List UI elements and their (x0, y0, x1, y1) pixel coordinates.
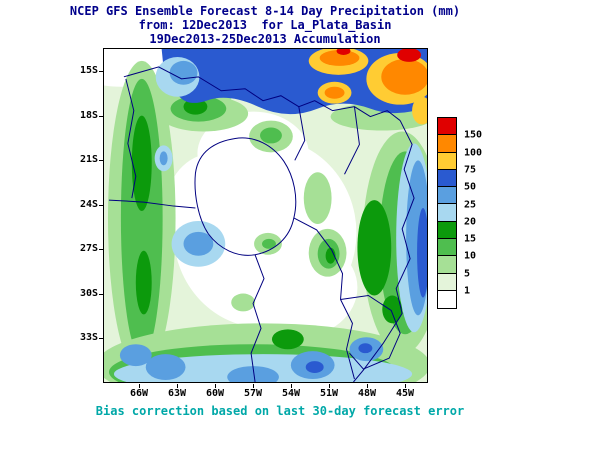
lat-tick-label: 27S (79, 243, 98, 254)
lat-tick (99, 115, 103, 117)
plot-title: NCEP GFS Ensemble Forecast 8-14 Day Prec… (0, 4, 530, 46)
legend-cell (438, 135, 456, 153)
lon-tick (139, 384, 140, 388)
legend-boundary-label: 20 (464, 216, 477, 228)
lat-tick (99, 249, 103, 250)
legend-bar (437, 117, 457, 310)
country-borders (108, 66, 415, 382)
title-line-1: NCEP GFS Ensemble Forecast 8-14 Day Prec… (69, 4, 461, 18)
lat-tick (99, 293, 103, 295)
lon-tick-label: 66W (129, 388, 149, 399)
legend-boundary-label: 10 (464, 250, 477, 262)
legend-boundary-label: 15 (464, 233, 477, 245)
legend-boundary-label: 5 (464, 268, 471, 280)
title-line-2: from: 12Dec2013 for La_Plata_Basin (138, 18, 392, 32)
precipitation-field-svg (104, 49, 427, 382)
lon-tick-label: 51W (319, 388, 339, 399)
lat-tick-label: 18S (79, 109, 98, 121)
lon-tick-label: 54W (281, 388, 301, 399)
title-line-3: 19Dec2013-25Dec2013 Accumulation (149, 32, 381, 46)
map-frame: 15S 18S 21S 24S 27S 30S 33S 66W 63W 60W 57W 54W 51W 4… (80, 48, 428, 399)
precip-legend: 150 100 75 50 25 20 15 10 5 1 (437, 117, 482, 310)
lon-tick-label: 60W (205, 388, 225, 399)
legend-cell (438, 152, 456, 170)
lon-tick (215, 384, 216, 388)
legend-boundary-label: 75 (464, 164, 477, 176)
legend-cell (438, 187, 456, 205)
legend-cell (438, 290, 456, 309)
lat-tick-label: 15S (79, 65, 98, 76)
lat-tick-label: 21S (79, 154, 98, 165)
lat-tick-label: 33S (79, 332, 98, 343)
lat-tick-label: 30S (79, 287, 98, 299)
legend-cell (438, 256, 456, 274)
lon-tick-label: 48W (357, 388, 377, 399)
lon-tick-label: 63W (167, 388, 187, 399)
legend-boundary-label: 1 (464, 285, 471, 297)
lon-tick-label: 57W (243, 388, 263, 399)
legend-cell (438, 239, 456, 257)
lon-tick (253, 384, 254, 388)
lat-tick (99, 160, 103, 161)
legend-boundary-label: 50 (464, 181, 477, 193)
lon-tick (291, 384, 292, 388)
legend-cell (438, 169, 456, 188)
lon-tick (329, 384, 330, 388)
legend-boundary-label: 150 (464, 129, 483, 141)
legend-cell (438, 204, 456, 222)
legend-boundary-label: 100 (464, 147, 483, 159)
lon-tick-label: 45W (395, 388, 415, 399)
lon-tick (405, 384, 406, 388)
lon-tick (177, 384, 178, 388)
legend-cell (438, 221, 456, 240)
bias-correction-caption: Bias correction based on last 30-day for… (95, 404, 465, 418)
legend-boundary-label: 25 (464, 199, 477, 210)
lat-tick (99, 71, 103, 72)
lon-tick (367, 384, 368, 388)
lat-tick (99, 338, 103, 339)
lat-tick (99, 204, 103, 206)
legend-cell (438, 273, 456, 291)
lat-tick-label: 24S (79, 198, 98, 210)
legend-cell (438, 118, 456, 136)
